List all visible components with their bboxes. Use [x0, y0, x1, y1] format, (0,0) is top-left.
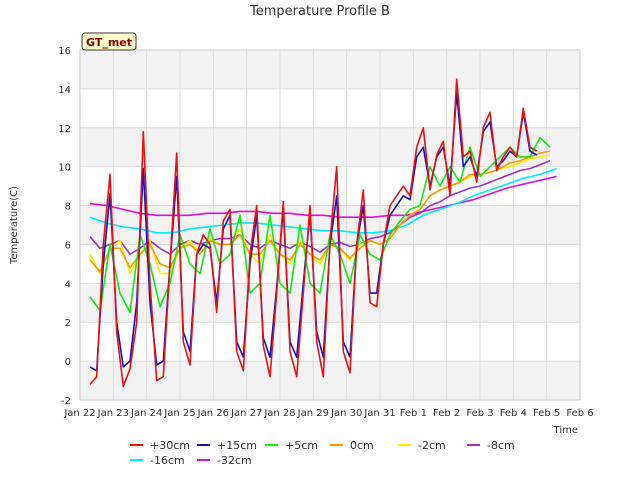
chart-title: Temperature Profile B — [249, 4, 390, 19]
series-line-30cm — [89, 78, 538, 388]
series-line-8cm — [89, 160, 551, 255]
y-tick-label: 6 — [65, 240, 71, 251]
gt-met-badge: GT_met — [81, 32, 137, 51]
y-tick-label: 12 — [58, 124, 71, 135]
y-tick-label: -2 — [61, 396, 71, 407]
series-line-32cm — [89, 175, 557, 218]
legend-label: -2cm — [418, 439, 446, 452]
y-tick-label: 8 — [65, 202, 71, 213]
legend: +30cm +15cm +5cm 0cm -2cm -8cm -16cm -32cm — [130, 439, 515, 467]
x-tick-label: Feb 5 — [533, 408, 560, 419]
series-line-5cm — [89, 136, 551, 314]
grid-band — [80, 88, 580, 128]
badge-box — [81, 32, 137, 51]
x-tick-label: Jan 31 — [363, 408, 395, 419]
series-lines — [89, 78, 557, 388]
legend-label: 0cm — [350, 439, 374, 452]
x-tick-label: Feb 4 — [500, 408, 527, 419]
legend-label: -16cm — [150, 454, 185, 467]
x-tick-label: Jan 24 — [130, 408, 162, 419]
y-tick-label: 14 — [58, 85, 71, 96]
badge-label: GT_met — [86, 36, 132, 49]
y-tick-label: 4 — [65, 279, 71, 290]
x-tick-label: Feb 1 — [400, 408, 427, 419]
y-axis: -2 0 2 4 6 8 10 12 14 16 — [58, 46, 71, 407]
y-tick-label: 16 — [58, 46, 71, 57]
series-line-16cm — [89, 167, 557, 234]
y-tick-label: 10 — [58, 163, 71, 174]
grid-band — [80, 127, 580, 167]
grid-band — [80, 283, 580, 323]
grid-band — [80, 166, 580, 206]
x-tick-label: Jan 23 — [97, 408, 129, 419]
legend-label: +15cm — [217, 439, 257, 452]
x-tick-label: Jan 26 — [197, 408, 229, 419]
legend-label: -32cm — [217, 454, 252, 467]
legend-label: +5cm — [285, 439, 318, 452]
legend-label: +30cm — [150, 439, 190, 452]
grid-band — [80, 50, 580, 89]
x-axis: Jan 22 Jan 23 Jan 24 Jan 25 Jan 26 Jan 27 Jan … — [63, 408, 593, 419]
series-line-0cm — [89, 150, 551, 273]
series-line-2cm — [89, 154, 551, 275]
y-tick-label: 0 — [65, 357, 71, 368]
x-tick-label: Feb 3 — [466, 408, 493, 419]
y-tick-label: 2 — [65, 318, 71, 329]
x-tick-label: Jan 27 — [230, 408, 262, 419]
x-axis-label: Time — [553, 425, 578, 436]
x-tick-label: Jan 29 — [297, 408, 329, 419]
x-tick-label: Jan 28 — [263, 408, 295, 419]
y-axis-label: Temperature(C) — [9, 186, 20, 265]
plot-area — [79, 49, 581, 401]
x-tick-label: Jan 22 — [63, 408, 95, 419]
legend-label: -8cm — [487, 439, 515, 452]
x-tick-label: Feb 2 — [433, 408, 460, 419]
x-tick-label: Jan 25 — [163, 408, 195, 419]
x-tick-label: Feb 6 — [566, 408, 593, 419]
x-tick-label: Jan 30 — [330, 408, 362, 419]
